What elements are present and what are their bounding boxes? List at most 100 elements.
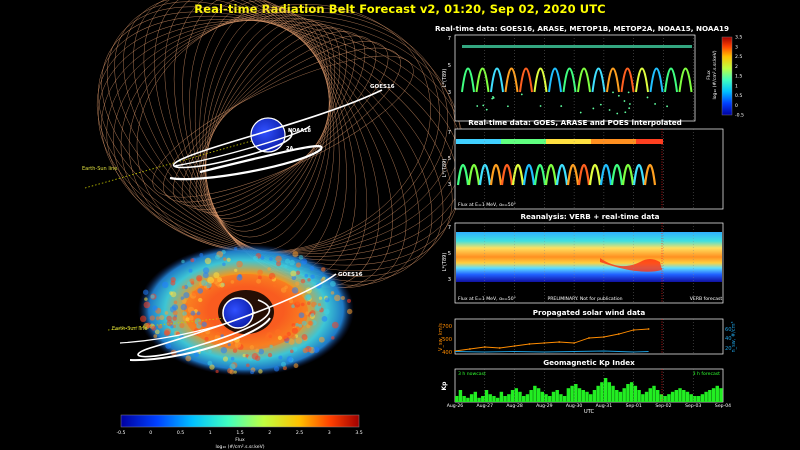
panel2-band-cell xyxy=(613,139,618,144)
kp-bar xyxy=(548,396,552,402)
kp-bar xyxy=(600,382,604,402)
panel1-data-arc xyxy=(591,67,606,93)
kp-bar xyxy=(585,391,589,402)
belt-particle xyxy=(278,355,283,360)
panel-kp-index: Geomagnetic Kp Index Kp 3 h nowcast 3 h … xyxy=(441,35,731,415)
panel-interpolated: Real-time data: GOES, ARASE and POES int… xyxy=(442,118,724,210)
x-tick-label: Sep-03 xyxy=(685,403,701,409)
belt-particle xyxy=(145,322,152,329)
panel3-title: Reanalysis: VERB + real-time data xyxy=(520,212,659,221)
field-line xyxy=(152,55,414,198)
kp-bar xyxy=(622,388,626,402)
panel2-band-cell xyxy=(559,139,564,144)
belt-particle xyxy=(295,262,302,268)
panel-realtime-data: Real-time data: GOES16, ARASE, METOP1B, … xyxy=(435,24,744,122)
field-line xyxy=(181,35,377,210)
colorbar-tick-label: 2.5 xyxy=(296,430,303,436)
panel1-point xyxy=(520,93,523,96)
panel2-data-arc xyxy=(610,163,624,186)
panel2-band-cell xyxy=(519,139,524,144)
field-line xyxy=(205,15,332,232)
belt-particle xyxy=(257,269,263,276)
belt-particle xyxy=(298,312,305,319)
belt-particle xyxy=(306,324,311,329)
belt-particle xyxy=(321,267,326,272)
belt-particle xyxy=(324,297,330,303)
panel2-band-cell xyxy=(469,139,474,144)
belt-particle xyxy=(201,321,207,327)
belt-particle xyxy=(151,325,156,331)
kp-bar xyxy=(525,394,530,402)
belt-particle xyxy=(164,311,169,315)
colorbar-tick-label: 3 xyxy=(328,430,331,436)
kp-bar xyxy=(667,394,671,402)
belt-particle xyxy=(268,272,276,280)
panel1-point xyxy=(654,103,656,105)
x-axis-ticks: Aug-26 Aug-27 Aug-28 Aug-29 Aug-30 Aug-31 Sep-… xyxy=(447,35,731,409)
panel2-ylabel: L*(T89) xyxy=(442,159,448,178)
field-line xyxy=(120,10,449,253)
panel5-title: Geomagnetic Kp Index xyxy=(543,358,635,367)
belt-particle xyxy=(289,259,295,266)
x-tick-label: Aug-28 xyxy=(506,403,523,409)
panel5-marks xyxy=(455,378,723,402)
belt-particle xyxy=(288,298,294,304)
belt-particle xyxy=(340,295,345,301)
field-line xyxy=(202,8,330,244)
belt-particle xyxy=(284,264,288,269)
panel2-data-arc xyxy=(588,163,602,186)
belt-particle xyxy=(266,331,273,339)
belt-particle xyxy=(201,280,208,286)
kp-bar xyxy=(566,388,571,402)
panel2-data-arc xyxy=(500,163,514,186)
panel2-band-cell xyxy=(528,139,533,144)
belt-particle xyxy=(139,315,147,323)
panel1-colorbar-label: Flux xyxy=(706,70,712,80)
belt-particle xyxy=(193,351,200,357)
x-tick-label: Aug-30 xyxy=(566,403,583,409)
earth-sun-line-label: Earth-Sun line xyxy=(82,166,117,172)
belt-particle xyxy=(258,348,265,355)
belt-particle xyxy=(222,262,226,267)
panel2-band-cell xyxy=(483,139,488,144)
panel2-data-arc xyxy=(522,163,536,186)
belt-particle xyxy=(300,302,305,307)
belt-particle xyxy=(302,347,308,354)
kp-bar xyxy=(529,390,533,402)
belt-particle xyxy=(246,363,250,368)
kp-bar xyxy=(540,391,545,402)
belt-particle xyxy=(291,275,297,281)
belt-particle xyxy=(236,260,243,268)
belt-particle xyxy=(153,334,158,339)
panel1-colorbar-tick: -0.5 xyxy=(735,113,744,119)
panel2-data-arc xyxy=(643,163,657,186)
kp-bar xyxy=(607,382,612,402)
panel1-data-arc xyxy=(635,67,649,93)
kp-bar xyxy=(499,391,504,402)
colorbar-tick-label: 1 xyxy=(209,430,212,436)
field-line xyxy=(154,0,380,287)
panel3-ytick-3: 3 xyxy=(448,277,451,283)
panel4-ytick-700: 700 xyxy=(442,324,452,330)
kp-bar xyxy=(708,390,712,402)
panel2-band-cell xyxy=(523,139,528,144)
belt-particle xyxy=(318,336,325,343)
reanalysis-heatmap xyxy=(456,232,722,282)
belt-particle xyxy=(273,284,277,288)
belt-particle xyxy=(179,323,185,329)
panel1-point xyxy=(560,105,563,107)
belt-particle xyxy=(166,315,172,322)
belt-particle xyxy=(185,317,190,322)
kp-bar xyxy=(618,391,623,402)
panel4-frame xyxy=(454,318,724,355)
panel1-data-arc xyxy=(519,67,533,93)
belt-particle xyxy=(310,313,315,317)
panel4-ytick-500: 500 xyxy=(442,337,452,343)
panel1-ytick-5: 5 xyxy=(448,63,451,69)
belt-particle xyxy=(298,323,303,328)
panel1-point xyxy=(627,91,630,94)
panel2-data-arc xyxy=(489,163,503,186)
panel2-band-cell xyxy=(649,139,654,144)
kp-bar xyxy=(559,394,563,402)
panel2-band-cell xyxy=(595,139,600,144)
